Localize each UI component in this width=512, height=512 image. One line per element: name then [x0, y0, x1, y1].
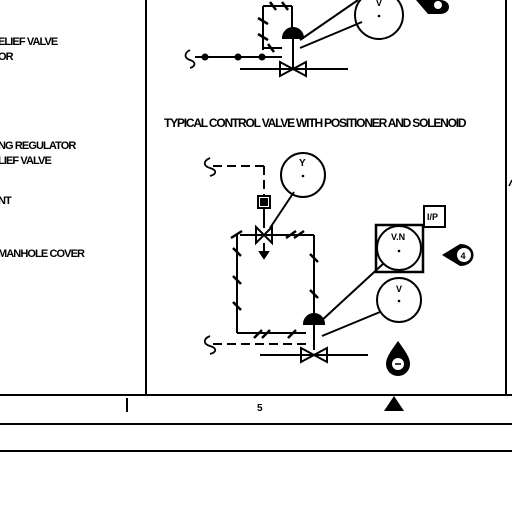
instrument-tag-vn: V.N [391, 232, 405, 242]
revision-triangle-icon [384, 396, 404, 411]
instrument-tag-v: V [396, 284, 402, 294]
signal-dot [258, 53, 266, 61]
instrument-circle-y [280, 152, 326, 198]
instrument-center-dot [397, 299, 401, 303]
callout-top-partial [416, 0, 449, 14]
legend-manhole-cover: MANHOLE COVER [0, 248, 85, 260]
drawing-frame [0, 0, 512, 452]
actuator-dome [281, 27, 305, 39]
left-legend: ELIEF VALVE OR NG REGULATOR LIEF VALVE N… [0, 36, 86, 260]
ip-tag: I/P [427, 212, 438, 222]
top-valve-diagram [184, 0, 404, 78]
diagram-heading: TYPICAL CONTROL VALVE WITH POSITIONER AN… [164, 116, 467, 130]
main-control-valve-icon [300, 346, 328, 364]
instrument-circle-top [354, 0, 404, 40]
legend-relief-valve-2: LIEF VALVE [0, 155, 51, 167]
callout-4-number: 4 [461, 251, 466, 261]
instrument-center-dot [397, 249, 401, 253]
instrument-circle-vn [376, 225, 422, 271]
legend-regulator: NG REGULATOR [0, 140, 76, 152]
legend-relief-valve: ELIEF VALVE [0, 36, 58, 48]
top-instrument-tag: V [376, 0, 382, 8]
sheet-number: 5 [257, 403, 263, 414]
instrument-center-dot [301, 174, 305, 178]
legend-nt: NT [0, 195, 12, 207]
callout-4: 4 [442, 244, 474, 266]
legend-or: OR [0, 51, 14, 63]
actuator-dome [302, 313, 326, 325]
ip-box [423, 205, 446, 228]
gate-valve-icon [279, 60, 307, 78]
instrument-circle-v [376, 277, 422, 323]
instrument-center-dot [377, 14, 381, 18]
instrument-tag-y: Y [299, 158, 306, 169]
control-valve-diagram [203, 152, 446, 364]
signal-dot [234, 53, 242, 61]
callout-drop [386, 341, 410, 376]
signal-dot [201, 53, 209, 61]
positioner-box [374, 223, 425, 274]
